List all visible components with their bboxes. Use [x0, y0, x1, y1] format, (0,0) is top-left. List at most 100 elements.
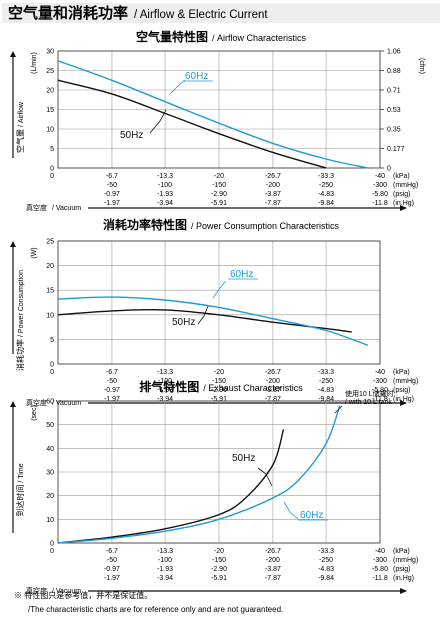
x-tick-label: -150 — [212, 378, 226, 385]
x-axis-label-en: / Vacuum — [52, 400, 81, 407]
x-tick-label: -11.8 — [372, 200, 388, 207]
header-title-zh: 空气量和消耗功率 — [8, 4, 128, 22]
airflow-chart: 空气量特性图 / Airflow Characteristics 0 5 10 15 20 2… — [10, 29, 425, 212]
x-tick-label: -9.84 — [318, 200, 334, 207]
chart-title: 排气特性图 / Exhaust Characteristics — [139, 379, 303, 394]
series-leader-60hz — [169, 79, 186, 95]
x-tick-label: -7.87 — [265, 200, 281, 207]
x-tick-label: -9.84 — [318, 575, 334, 582]
y-tick-label: 25 — [46, 68, 54, 75]
x-unit-label: (in.Hg) — [393, 396, 414, 403]
x-tick-label: -1.97 — [104, 200, 120, 207]
tank-annotation-en: / with 10 L tank — [345, 399, 392, 406]
y-tick-label: 40 — [46, 446, 54, 453]
x-tick-label: -9.84 — [318, 396, 334, 403]
y2-tick-label: 0.177 — [387, 146, 405, 153]
x-tick-label: -40 — [375, 173, 385, 180]
x-tick-label: -6.7 — [106, 548, 118, 555]
tank-annotation-zh: 使用10 L储罐时 — [345, 389, 394, 398]
x-unit-label: (kPa) — [393, 548, 410, 555]
x-unit-label: (psig) — [393, 191, 411, 198]
series-leader-60hz — [283, 501, 299, 520]
header-title-en: / Airflow & Electric Current — [134, 9, 268, 21]
x-tick-label: -13.3 — [157, 173, 173, 180]
x-tick-label: -4.83 — [318, 191, 334, 198]
x-tick-label: -50 — [107, 378, 117, 385]
y-axis-arrow-head — [10, 51, 16, 57]
y-axis-arrow-head — [10, 401, 16, 407]
y-axis-label-en: / Power Consumption — [18, 270, 25, 337]
x-tick-label: -3.94 — [157, 200, 173, 207]
x-tick-label: -5.91 — [211, 200, 227, 207]
y-axis-label-zh: 消耗功率 — [15, 339, 25, 371]
chart-title-zh: 排气特性图 — [139, 379, 199, 394]
tank-annotation-leader — [334, 405, 343, 414]
x-tick-label: -20 — [214, 173, 224, 180]
x-tick-label: -3.94 — [157, 575, 173, 582]
y-tick-label: 50 — [46, 422, 54, 429]
x-tick-label: -1.97 — [104, 575, 120, 582]
x-tick-label: -13.3 — [157, 369, 173, 376]
y-unit-label: (sec) — [31, 405, 38, 421]
x-tick-label: -11.8 — [372, 575, 388, 582]
x-unit-label: (mmHg) — [393, 182, 418, 189]
x-tick-label: -50 — [107, 557, 117, 564]
series-line-60hz — [57, 405, 341, 544]
x-tick-label: -250 — [319, 182, 333, 189]
x-tick-label: -11.8 — [372, 396, 388, 403]
x-tick-label: -200 — [266, 378, 280, 385]
y-tick-label: 15 — [46, 107, 54, 114]
x-unit-label: (psig) — [393, 387, 411, 394]
y-tick-label: 30 — [46, 470, 54, 477]
x-tick-label: -20 — [214, 548, 224, 555]
series-line-50hz — [57, 308, 352, 333]
x-tick-label: -2.90 — [211, 191, 227, 198]
y2-tick-label: 0.71 — [387, 88, 401, 95]
plot-frame — [57, 400, 381, 544]
x-tick-label: -26.7 — [265, 173, 281, 180]
chart-title-zh: 空气量特性图 — [136, 29, 208, 44]
x-tick-label: -0.97 — [104, 387, 120, 394]
x-axis-arrow-head — [400, 588, 407, 594]
x-tick-label: -6.7 — [106, 173, 118, 180]
x-tick-label: -2.90 — [211, 566, 227, 573]
x-origin-label: 0 — [50, 548, 54, 555]
x-unit-label: (mmHg) — [393, 378, 418, 385]
x-tick-label: -5.80 — [372, 387, 388, 394]
series-label-50hz: 50Hz — [232, 453, 255, 464]
y-axis-label: 空气量 / Airflow — [15, 101, 25, 153]
x-tick-label: -26.7 — [265, 548, 281, 555]
x-tick-label: -100 — [158, 378, 172, 385]
x-axis-arrow-head — [400, 400, 407, 406]
x-axis-arrow-head — [400, 205, 407, 211]
series-leader-60hz — [212, 280, 227, 299]
x-tick-label: -150 — [212, 182, 226, 189]
y-axis-label-en: / Airflow — [18, 101, 25, 127]
y-unit-label: (L/min) — [31, 52, 38, 74]
x-origin-label: 0 — [50, 173, 54, 180]
series-label-60hz: 60Hz — [230, 269, 253, 280]
x-axis-label-zh: 真空度 — [26, 586, 47, 595]
exhaust-chart: 排气特性图 / Exhaust Characteristics 0 10 20 30 40 5… — [10, 379, 418, 595]
x-unit-label: (kPa) — [393, 173, 410, 180]
x-tick-label: -1.93 — [157, 566, 173, 573]
footnote-zh: ※ 特性图只是参考值，并不是保证值。 — [14, 590, 152, 600]
x-tick-label: -26.7 — [265, 369, 281, 376]
x-tick-label: -3.87 — [265, 191, 281, 198]
y-tick-label: 30 — [46, 49, 54, 56]
x-tick-label: -5.80 — [372, 191, 388, 198]
y2-unit-label: (cfm) — [418, 58, 425, 74]
x-tick-label: -5.80 — [372, 566, 388, 573]
x-unit-label: (in.Hg) — [393, 200, 414, 207]
y2-tick-label: 0.53 — [387, 107, 401, 114]
x-tick-label: -300 — [373, 182, 387, 189]
y-tick-label: 60 — [46, 399, 54, 406]
y-tick-label: 5 — [50, 337, 54, 344]
x-tick-label: -1.93 — [157, 387, 173, 394]
x-unit-label: (psig) — [393, 566, 411, 573]
chart-title-zh: 消耗功率特性图 — [103, 217, 187, 232]
x-unit-label: (in.Hg) — [393, 575, 414, 582]
x-tick-label: -150 — [212, 557, 226, 564]
x-tick-label: -0.97 — [104, 566, 120, 573]
x-tick-label: -3.87 — [265, 387, 281, 394]
